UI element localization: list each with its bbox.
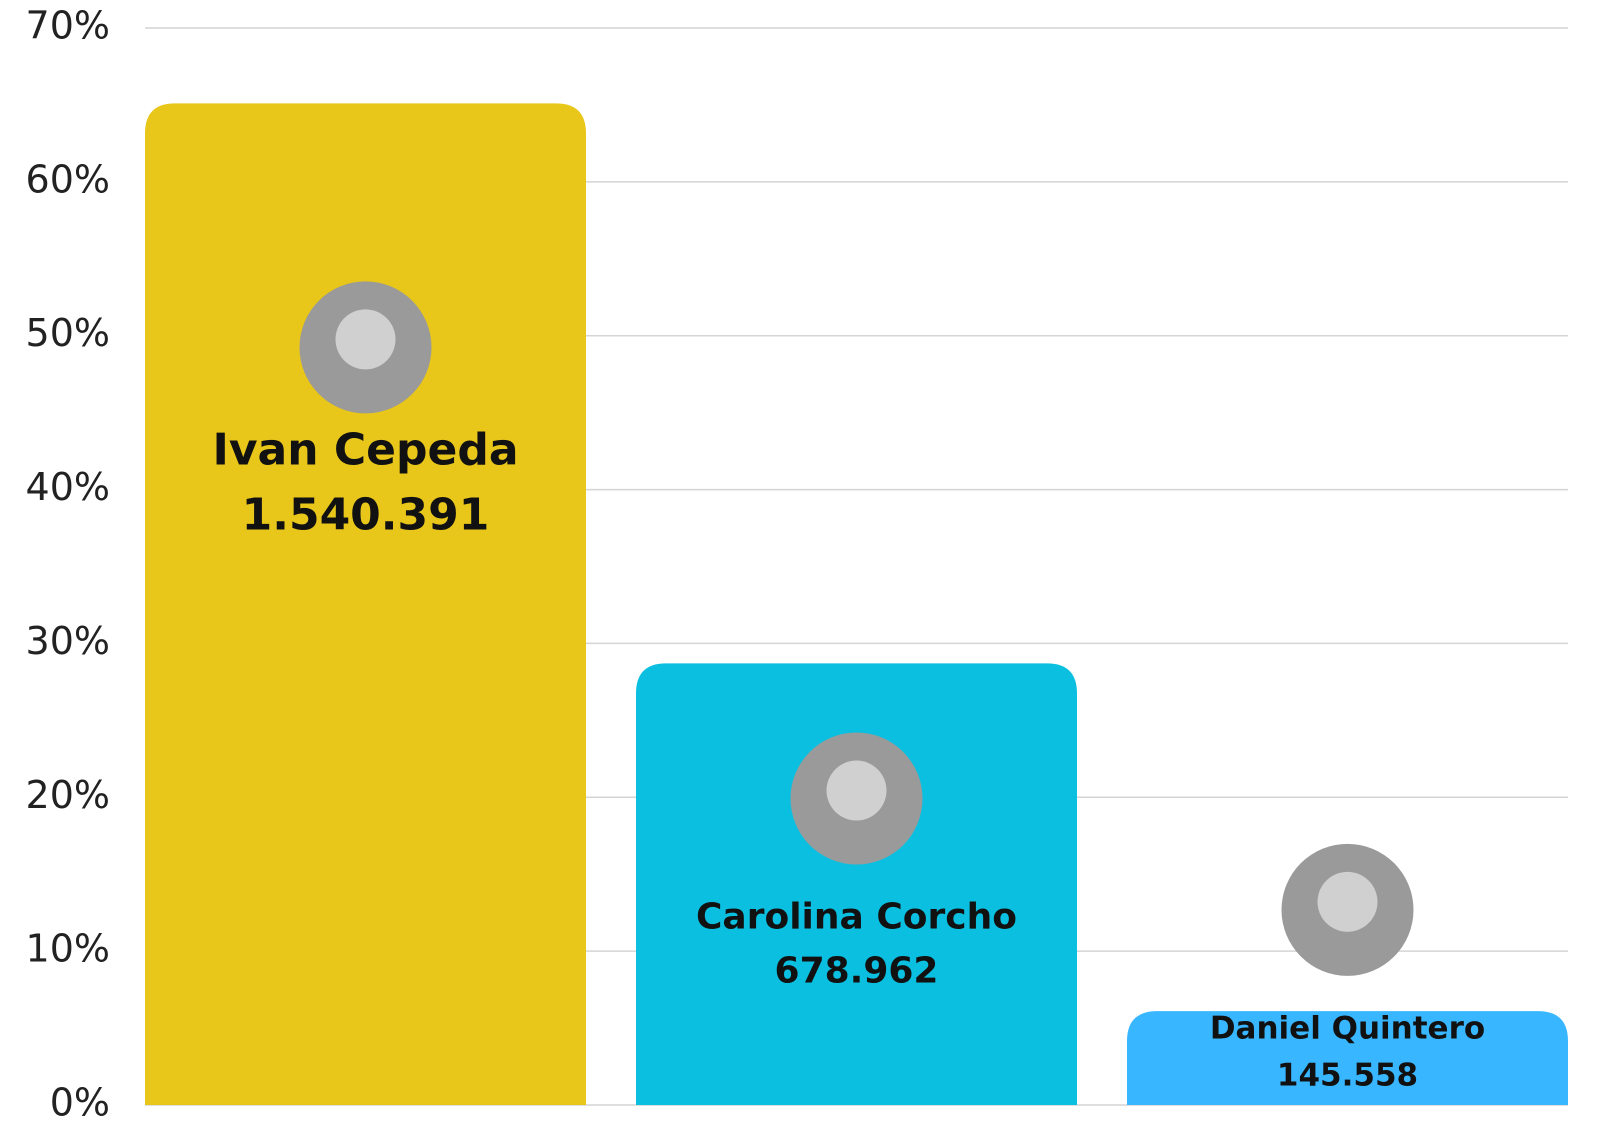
bar [636, 663, 1077, 1105]
y-tick-label: 0% [50, 1081, 110, 1125]
candidate-name: Daniel Quintero [1210, 1010, 1485, 1046]
y-tick-label: 40% [26, 465, 110, 509]
y-tick-label: 20% [26, 773, 110, 817]
photo-face [826, 760, 887, 821]
photo-face [335, 309, 396, 370]
bar [145, 103, 586, 1105]
y-tick-label: 60% [26, 157, 110, 201]
y-tick-label: 50% [26, 311, 110, 355]
bar [1127, 1011, 1568, 1105]
vote-label: 678.962 [775, 951, 939, 992]
vote-label: 1.540.391 [242, 489, 490, 540]
vote-label: 145.558 [1277, 1057, 1418, 1093]
photo-face [1317, 871, 1378, 932]
y-tick-label: 70% [26, 4, 110, 48]
y-tick-label: 10% [26, 927, 110, 971]
candidate-name: Ivan Cepeda [212, 424, 518, 475]
candidate-name: Carolina Corcho [696, 897, 1017, 938]
y-tick-label: 30% [26, 619, 110, 663]
